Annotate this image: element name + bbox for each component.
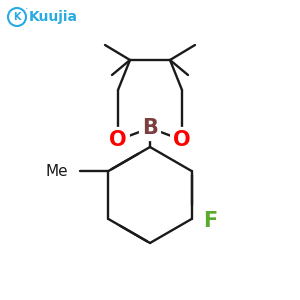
Text: Kuujia: Kuujia <box>29 10 78 24</box>
Text: F: F <box>204 211 218 231</box>
Text: O: O <box>173 130 191 150</box>
Text: B: B <box>142 118 158 138</box>
Text: O: O <box>109 130 127 150</box>
Text: K: K <box>13 12 21 22</box>
Text: ·: · <box>25 4 29 14</box>
Text: Me: Me <box>46 164 68 178</box>
